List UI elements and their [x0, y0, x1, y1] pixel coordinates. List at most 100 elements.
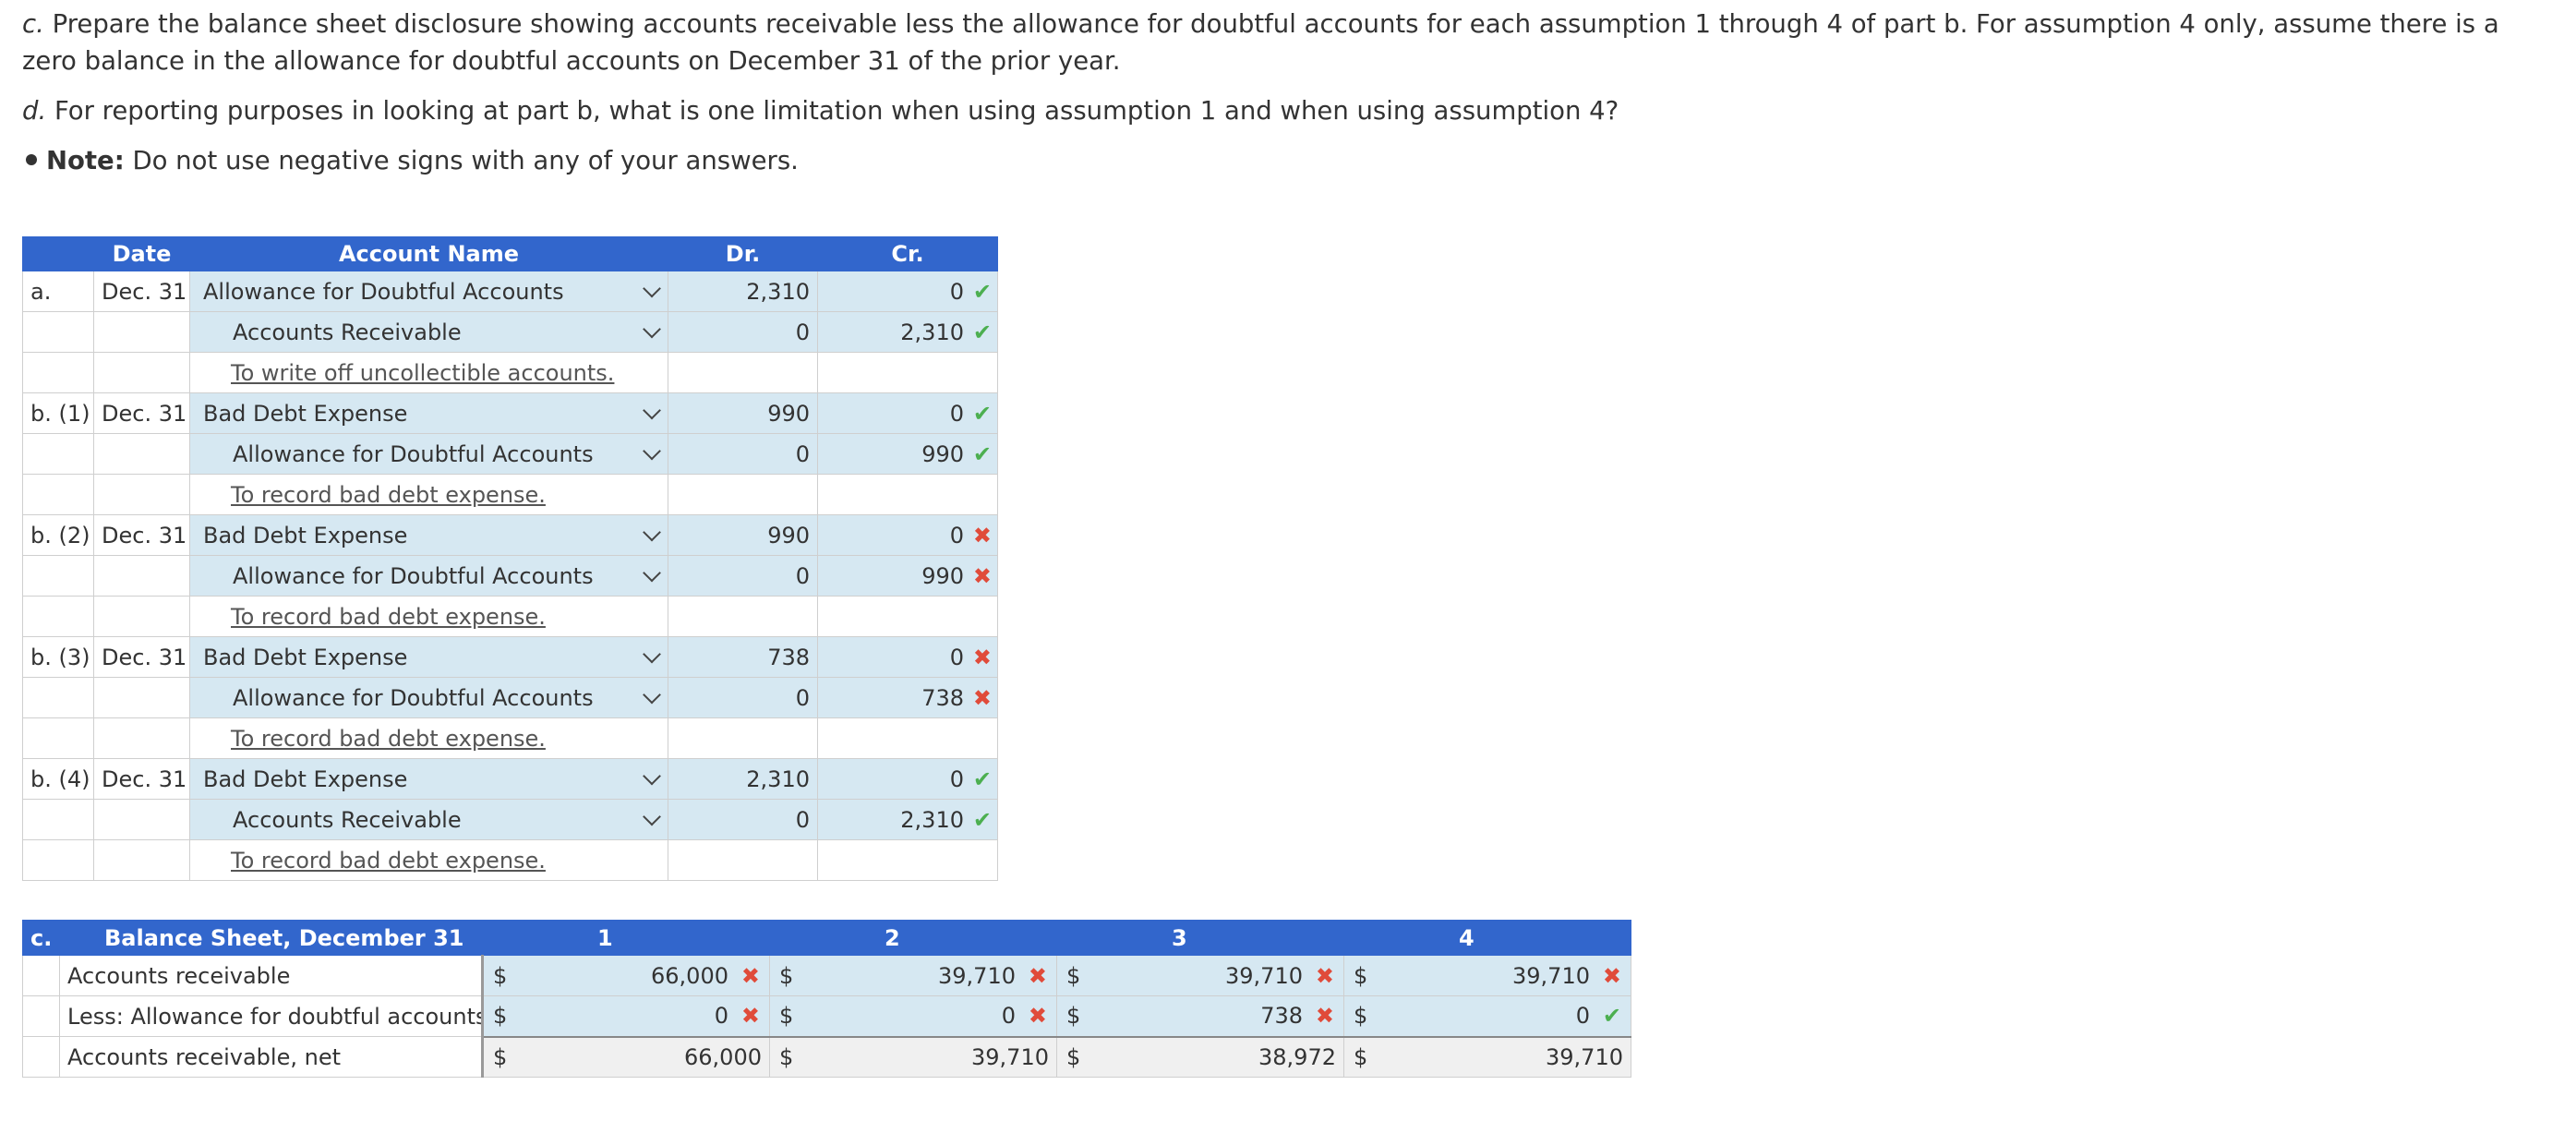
amount-input[interactable]: $0 ✖	[481, 995, 770, 1037]
memo-text: To record bad debt expense.	[231, 847, 546, 874]
empty-cell	[817, 596, 998, 637]
amount-input[interactable]: $39,710 ✖	[769, 955, 1057, 996]
memo-text: To record bad debt expense.	[231, 603, 546, 630]
balance-sheet-total-row: Accounts receivable, net $66,000 $39,710 $3…	[22, 1035, 1631, 1078]
credit-input[interactable]: 2,310 ✔	[817, 799, 998, 840]
balance-sheet-header-row: c. Balance Sheet, December 31 1 2 3 4	[22, 920, 1631, 956]
entry-date: Dec. 31	[93, 636, 190, 678]
account-select[interactable]: Allowance for Doubtful Accounts	[189, 271, 668, 312]
account-select[interactable]: Bad Debt Expense	[189, 514, 668, 556]
empty-cell	[93, 717, 190, 759]
entry-label: b. (1)	[22, 392, 94, 434]
debit-input[interactable]: 2,310	[668, 271, 818, 312]
computed-total: $38,972	[1056, 1035, 1344, 1078]
journal-header-cr: Cr.	[817, 236, 998, 271]
account-name: Bad Debt Expense	[203, 522, 408, 548]
credit-input[interactable]: 0 ✔	[817, 392, 998, 434]
memo-cell: To record bad debt expense.	[189, 717, 668, 759]
journal-header-dr: Dr.	[668, 236, 818, 271]
note: Note: Do not use negative signs with any…	[22, 142, 2552, 179]
empty-cell	[93, 311, 190, 353]
account-select[interactable]: Allowance for Doubtful Accounts	[189, 677, 668, 718]
chevron-down-icon[interactable]	[643, 319, 661, 338]
amount-value: 39,710	[971, 1043, 1049, 1070]
empty-cell	[93, 474, 190, 515]
journal-row-debit: b. (3) Dec. 31 Bad Debt Expense 738 0 ✖	[22, 636, 998, 678]
x-icon: ✖	[740, 962, 760, 989]
computed-total: $39,710	[1343, 1035, 1631, 1078]
credit-input[interactable]: 0 ✖	[817, 514, 998, 556]
debit-input[interactable]: 990	[668, 392, 818, 434]
currency-symbol: $	[779, 1003, 794, 1030]
amount-input[interactable]: $0 ✖	[769, 995, 1057, 1037]
balance-sheet-col-1: 1	[482, 920, 770, 956]
debit-input[interactable]: 0	[668, 555, 818, 597]
credit-input[interactable]: 0 ✔	[817, 758, 998, 800]
chevron-down-icon[interactable]	[643, 563, 661, 582]
chevron-down-icon[interactable]	[643, 279, 661, 297]
empty-cell	[817, 717, 998, 759]
credit-input[interactable]: 738 ✖	[817, 677, 998, 718]
empty-cell	[668, 474, 818, 515]
chevron-down-icon[interactable]	[643, 523, 661, 541]
chevron-down-icon[interactable]	[643, 645, 661, 663]
credit-value: 990	[921, 562, 964, 589]
journal-row-memo: To record bad debt expense.	[22, 474, 998, 515]
x-icon: ✖	[972, 562, 992, 589]
credit-input[interactable]: 0 ✖	[817, 636, 998, 678]
amount-input[interactable]: $39,710 ✖	[1056, 955, 1344, 996]
credit-value: 0	[949, 644, 964, 670]
credit-input[interactable]: 990 ✖	[817, 555, 998, 597]
account-select[interactable]: Allowance for Doubtful Accounts	[189, 433, 668, 475]
currency-symbol: $	[1066, 1003, 1081, 1030]
amount-input[interactable]: $0 ✔	[1343, 995, 1631, 1037]
x-icon: ✖	[1315, 962, 1334, 989]
checkmark-icon: ✔	[972, 765, 992, 792]
chevron-down-icon[interactable]	[643, 807, 661, 826]
chevron-down-icon[interactable]	[643, 441, 661, 460]
x-icon: ✖	[1028, 1003, 1047, 1030]
amount-input[interactable]: $738 ✖	[1056, 995, 1344, 1037]
account-select[interactable]: Accounts Receivable	[189, 799, 668, 840]
account-select[interactable]: Accounts Receivable	[189, 311, 668, 353]
memo-cell: To record bad debt expense.	[189, 839, 668, 881]
checkmark-icon: ✔	[972, 400, 992, 427]
debit-input[interactable]: 0	[668, 433, 818, 475]
entry-label: b. (4)	[22, 758, 94, 800]
currency-symbol: $	[1354, 1003, 1368, 1030]
empty-cell	[817, 352, 998, 393]
debit-input[interactable]: 0	[668, 677, 818, 718]
balance-sheet-col-4: 4	[1343, 920, 1631, 956]
debit-input[interactable]: 2,310	[668, 758, 818, 800]
debit-input[interactable]: 0	[668, 311, 818, 353]
credit-input[interactable]: 2,310 ✔	[817, 311, 998, 353]
checkmark-icon: ✔	[972, 278, 992, 305]
debit-input[interactable]: 990	[668, 514, 818, 556]
credit-value: 990	[921, 440, 964, 467]
debit-input[interactable]: 738	[668, 636, 818, 678]
debit-input[interactable]: 0	[668, 799, 818, 840]
credit-input[interactable]: 990 ✔	[817, 433, 998, 475]
entry-date: Dec. 31	[93, 271, 190, 312]
account-name: Bad Debt Expense	[203, 765, 408, 792]
credit-input[interactable]: 0 ✔	[817, 271, 998, 312]
account-select[interactable]: Bad Debt Expense	[189, 636, 668, 678]
empty-cell	[93, 352, 190, 393]
credit-value: 2,310	[900, 319, 964, 345]
balance-sheet-col-3: 3	[1056, 920, 1344, 956]
amount-value: 0	[1001, 1003, 1016, 1030]
chevron-down-icon[interactable]	[643, 685, 661, 704]
checkmark-icon: ✔	[972, 319, 992, 345]
part-c-instruction: c. Prepare the balance sheet disclosure …	[22, 6, 2552, 79]
chevron-down-icon[interactable]	[643, 401, 661, 419]
empty-cell	[22, 311, 94, 353]
amount-input[interactable]: $66,000 ✖	[481, 955, 770, 996]
part-c-text: Prepare the balance sheet disclosure sho…	[22, 9, 2499, 76]
account-select[interactable]: Bad Debt Expense	[189, 392, 668, 434]
journal-row-credit: Allowance for Doubtful Accounts 0 990 ✔	[22, 433, 998, 475]
account-select[interactable]: Allowance for Doubtful Accounts	[189, 555, 668, 597]
account-select[interactable]: Bad Debt Expense	[189, 758, 668, 800]
amount-value: 39,710	[1512, 962, 1590, 989]
chevron-down-icon[interactable]	[643, 766, 661, 785]
amount-input[interactable]: $39,710 ✖	[1343, 955, 1631, 996]
